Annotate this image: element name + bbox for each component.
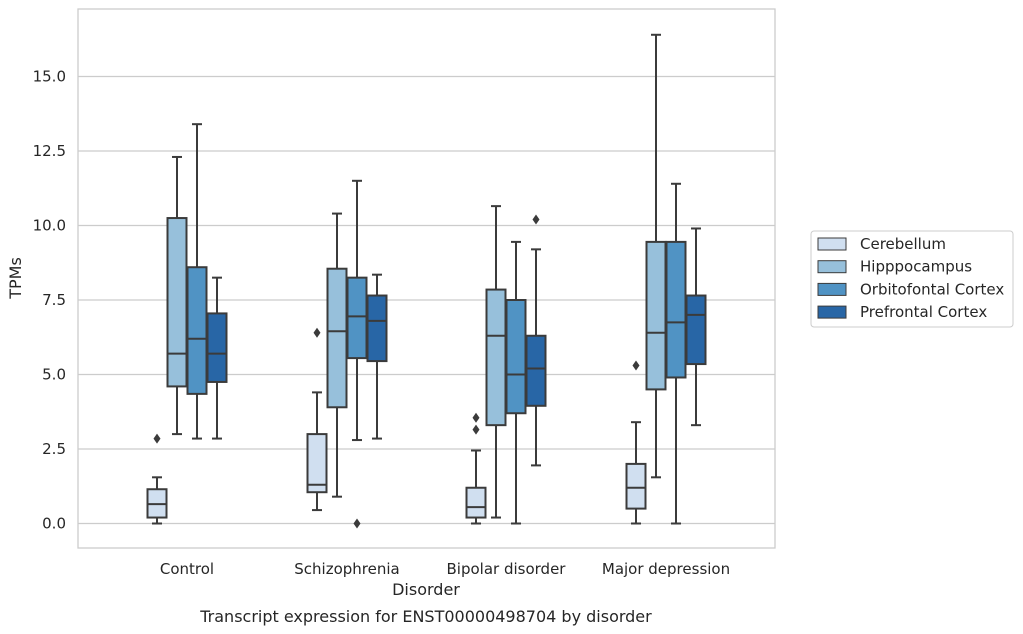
iqr-box [465, 486, 487, 519]
y-tick-label: 7.5 [42, 291, 66, 309]
box-cerebellum [465, 412, 487, 525]
iqr-box [525, 334, 547, 407]
outlier-point [632, 360, 640, 371]
iqr-box [166, 217, 188, 388]
iqr-box [326, 267, 348, 409]
x-axis-label: Disorder [392, 580, 460, 599]
iqr-box [685, 294, 707, 366]
iqr-box [665, 240, 687, 379]
iqr-box [505, 299, 527, 415]
y-tick-label: 2.5 [42, 440, 66, 458]
y-tick-label: 10.0 [33, 217, 66, 235]
legend-label: Orbitofontal Cortex [860, 280, 1004, 298]
outlier-point [472, 424, 480, 435]
x-tick-label: Major depression [602, 560, 730, 578]
legend-frame [810, 230, 1014, 328]
box-prefrontal-cortex [525, 214, 547, 467]
iqr-box [645, 240, 667, 391]
iqr-box [625, 462, 647, 510]
y-axis-label: TPMs [6, 257, 25, 300]
outlier-point [153, 433, 161, 444]
plot-frame [77, 8, 776, 549]
legend-swatch [817, 282, 847, 296]
iqr-box [485, 288, 507, 427]
legend-label: Prefrontal Cortex [860, 303, 987, 321]
box-orbitofontal-cortex [346, 179, 368, 529]
legend-label: Cerebellum [860, 235, 946, 253]
iqr-box [306, 433, 328, 494]
outlier-point [472, 412, 480, 423]
box-prefrontal-cortex [366, 273, 388, 440]
legend-item: Orbitofontal Cortex [817, 280, 1004, 298]
box-series [146, 33, 707, 529]
box-hipppocampus [166, 155, 188, 436]
legend-item: Prefrontal Cortex [817, 303, 987, 321]
box-cerebellum [306, 327, 328, 512]
box-orbitofontal-cortex [665, 182, 687, 525]
y-tick-label: 12.5 [33, 142, 66, 160]
legend-swatch [817, 237, 847, 251]
y-tick-label: 5.0 [42, 366, 66, 384]
box-cerebellum [625, 360, 647, 525]
box-hipppocampus [645, 33, 667, 479]
box-orbitofontal-cortex [186, 123, 208, 440]
box-hipppocampus [485, 205, 507, 519]
y-tick-label: 0.0 [42, 515, 66, 533]
y-axis-ticks: 0.0 2.5 5.0 7.5 10.0 12.5 15.0 [33, 68, 66, 533]
box-cerebellum [146, 433, 168, 525]
box-prefrontal-cortex [206, 276, 228, 440]
x-tick-label: Bipolar disorder [447, 560, 567, 578]
legend-item: Cerebellum [817, 235, 946, 253]
box-hipppocampus [326, 212, 348, 498]
y-tick-label: 15.0 [33, 68, 66, 86]
legend-swatch [817, 305, 847, 319]
iqr-box [346, 276, 368, 360]
outlier-point [313, 327, 321, 338]
x-tick-label: Schizophrenia [294, 560, 399, 578]
legend: Cerebellum Hipppocampus Orbitofontal Corte… [810, 230, 1014, 328]
x-axis-ticks: Control Schizophrenia Bipolar disorder Majo… [160, 560, 730, 578]
outlier-point [532, 214, 540, 225]
outlier-point [353, 518, 361, 529]
box-prefrontal-cortex [685, 227, 707, 427]
legend-swatch [817, 260, 847, 274]
iqr-box [186, 266, 208, 395]
legend-label: Hipppocampus [860, 258, 972, 276]
iqr-box [366, 294, 388, 363]
x-tick-label: Control [160, 560, 214, 578]
box-orbitofontal-cortex [505, 240, 527, 525]
legend-item: Hipppocampus [817, 258, 972, 276]
chart-caption: Transcript expression for ENST0000049870… [199, 607, 652, 626]
iqr-box [206, 312, 228, 383]
